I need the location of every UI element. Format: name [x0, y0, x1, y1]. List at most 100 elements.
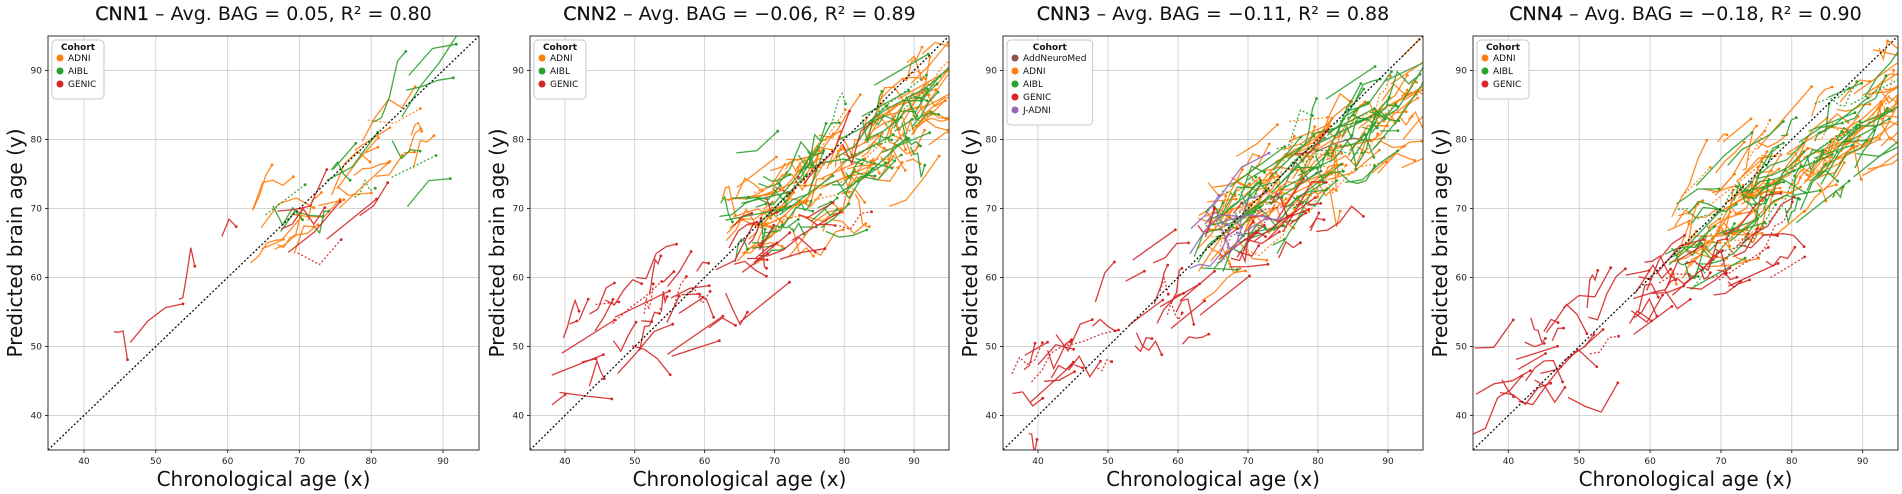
- subject-trajectory: [1708, 273, 1726, 280]
- subject-trajectory: [612, 321, 637, 353]
- subject-trajectory: [825, 229, 868, 238]
- x-tick-label: 50: [1102, 457, 1114, 467]
- subject-trajectory: [1037, 343, 1074, 366]
- trajectory-endpoint: [1866, 96, 1870, 100]
- trajectory-endpoint: [823, 247, 827, 251]
- subject-trajectory: [874, 74, 927, 115]
- subject-trajectory: [1713, 279, 1750, 296]
- subject-trajectory: [1297, 167, 1315, 177]
- trajectory-endpoint: [734, 214, 737, 217]
- subject-trajectory: [561, 319, 615, 354]
- subject-trajectory: [893, 83, 938, 129]
- trajectory-endpoint: [1359, 119, 1362, 123]
- subject-trajectory: [1689, 257, 1746, 290]
- subject-trajectory: [874, 95, 918, 122]
- x-tick-label: 50: [150, 457, 162, 467]
- subject-trajectory: [1795, 180, 1850, 224]
- trajectory-endpoint: [1283, 145, 1287, 149]
- series-adni: [250, 85, 436, 264]
- subject-trajectory: [1671, 247, 1688, 266]
- trajectory-endpoint: [1187, 241, 1190, 245]
- subject-trajectory: [251, 176, 294, 211]
- subject-trajectory: [908, 59, 949, 87]
- subject-trajectory: [1325, 131, 1342, 150]
- trajectory-endpoint: [824, 122, 828, 125]
- trajectory-endpoint: [788, 280, 791, 284]
- subject-trajectory: [841, 123, 871, 166]
- trajectory-endpoint: [610, 397, 614, 401]
- trajectory-endpoint: [1350, 134, 1354, 137]
- trajectory-endpoint: [354, 141, 358, 145]
- subject-trajectory: [1092, 318, 1116, 332]
- trajectory-endpoint: [1768, 118, 1772, 122]
- plot-frame: [47, 35, 480, 451]
- y-tick-label: 70: [31, 205, 43, 215]
- y-tick-label: 40: [1456, 412, 1468, 422]
- legend-marker: [56, 80, 64, 88]
- x-tick-label: 90: [908, 457, 920, 467]
- y-tick-label: 90: [986, 67, 998, 77]
- trajectory-endpoint: [1855, 144, 1859, 148]
- subject-trajectory: [758, 182, 780, 188]
- subject-trajectory: [1671, 256, 1717, 296]
- subject-trajectory: [1153, 242, 1189, 264]
- trajectory-endpoint: [1511, 318, 1515, 322]
- subject-trajectory: [1543, 318, 1559, 333]
- trajectory-endpoint: [1311, 114, 1314, 117]
- subject-trajectory: [808, 123, 827, 167]
- subject-trajectory: [1316, 205, 1364, 233]
- trajectory-endpoint: [602, 353, 605, 356]
- trajectory-endpoint: [788, 173, 792, 176]
- subject-trajectory: [1676, 230, 1697, 259]
- subject-trajectory: [837, 149, 848, 178]
- subject-trajectory: [1268, 135, 1315, 179]
- trajectory-endpoint: [1362, 215, 1365, 218]
- trajectory-endpoint: [844, 102, 847, 106]
- trajectory-endpoint: [651, 282, 655, 286]
- trajectory-endpoint: [1415, 80, 1418, 84]
- trajectory-endpoint: [1228, 228, 1232, 232]
- trajectory-endpoint: [746, 247, 749, 251]
- subject-trajectory: [612, 281, 663, 325]
- subject-trajectory: [410, 121, 423, 136]
- trajectory-endpoint: [1377, 148, 1381, 152]
- subject-trajectory: [1011, 342, 1043, 375]
- subject-trajectory: [791, 227, 814, 257]
- y-tick-label: 90: [513, 67, 525, 77]
- plot-frame: [529, 35, 950, 451]
- trajectory-endpoint: [1650, 319, 1653, 323]
- subject-trajectory: [1832, 81, 1858, 107]
- trajectory-endpoint: [803, 166, 806, 170]
- x-tick-label: 60: [699, 457, 711, 467]
- subject-trajectory: [1799, 151, 1838, 210]
- subject-trajectory: [1210, 246, 1246, 274]
- trajectory-endpoint: [376, 145, 380, 149]
- trajectory-endpoint: [1713, 225, 1716, 229]
- subject-trajectory: [1862, 72, 1898, 97]
- subject-trajectory: [1768, 178, 1781, 213]
- subject-trajectory: [1633, 305, 1673, 335]
- trajectory-endpoint: [1307, 210, 1311, 213]
- trajectory-endpoint: [822, 149, 825, 152]
- subject-trajectory: [403, 151, 415, 154]
- trajectory-endpoint: [1180, 266, 1184, 270]
- subject-trajectory: [1877, 105, 1886, 124]
- subject-trajectory: [1179, 270, 1215, 302]
- trajectory-endpoint: [1217, 235, 1220, 239]
- trajectory-endpoint: [1750, 131, 1754, 135]
- subject-trajectory: [326, 198, 377, 240]
- trajectory-endpoint: [312, 206, 316, 210]
- trajectory-endpoint: [904, 148, 907, 152]
- trajectory-endpoint: [373, 186, 377, 190]
- subject-trajectory: [1028, 432, 1038, 450]
- subject-trajectory: [912, 114, 949, 124]
- series-aibl: [265, 36, 458, 235]
- subject-trajectory: [1189, 214, 1237, 255]
- subject-trajectory: [757, 240, 767, 269]
- subject-trajectory: [287, 201, 341, 253]
- panel-3: 40 50 60 70 80 90 40 50 60 70 80 90 CNN3 – Avg. BAG …: [958, 3, 1424, 491]
- subject-trajectory: [1236, 220, 1254, 264]
